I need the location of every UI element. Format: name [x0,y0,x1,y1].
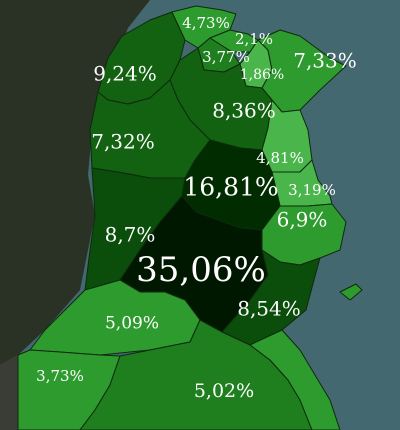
label-3-19: 3,19% [288,181,336,199]
label-7-33: 7,33% [293,49,357,73]
label-4-81: 4,81% [256,149,304,167]
label-8-54: 8,54% [237,297,301,321]
region-southeast-coast [249,329,341,430]
label-3-77: 3,77% [202,48,250,66]
label-1-86: 1,86% [240,67,284,83]
label-6-9: 6,9% [277,208,328,232]
label-35-06: 35,06% [136,250,266,290]
label-2-1: 2,1% [235,30,273,48]
label-8-7: 8,7% [105,223,156,247]
label-5-09: 5,09% [105,314,159,334]
label-4-73: 4,73% [182,14,230,32]
label-3-73: 3,73% [36,367,84,385]
island-east [339,283,363,301]
neighbor-country-west [0,0,150,365]
region-8-54 [221,249,321,346]
label-8-36: 8,36% [212,99,276,123]
label-5-02: 5,02% [194,380,254,402]
neighbor-country-south [0,355,18,430]
label-16-81: 16,81% [183,173,278,202]
label-9-24: 9,24% [93,62,157,86]
label-7-32: 7,32% [91,130,155,154]
